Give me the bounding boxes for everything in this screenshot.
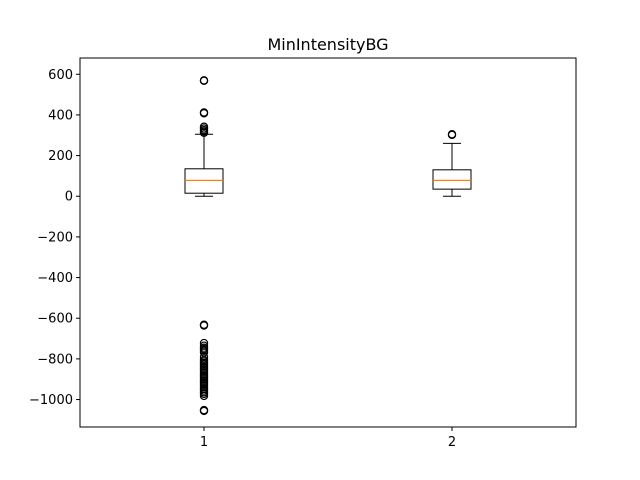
y-tick-label: −400 xyxy=(37,271,73,286)
y-tick-label: −800 xyxy=(37,352,73,367)
outlier-point xyxy=(199,321,209,330)
x-tick-label: 2 xyxy=(448,435,456,450)
y-tick-label: 400 xyxy=(48,108,73,123)
outlier-point xyxy=(199,128,209,138)
outlier-point xyxy=(199,391,209,401)
box xyxy=(432,169,472,190)
box xyxy=(184,168,224,194)
y-axis: 600 400 200 0 −200 −400 −600 −800 −1000 xyxy=(29,68,80,408)
x-tick-label: 1 xyxy=(200,435,208,450)
outlier-point xyxy=(199,406,209,416)
plot-area xyxy=(184,76,472,416)
outlier-point xyxy=(447,130,457,140)
y-tick-label: −1000 xyxy=(29,393,73,408)
y-tick-label: −200 xyxy=(37,230,73,245)
outlier-point xyxy=(199,109,209,118)
y-tick-label: −600 xyxy=(37,312,73,327)
y-tick-label: 0 xyxy=(65,190,73,205)
y-tick-label: 600 xyxy=(48,68,73,83)
outlier-point xyxy=(199,76,209,85)
box-group-2 xyxy=(432,130,472,197)
plot-frame xyxy=(79,57,577,428)
chart-title: MinIntensityBG xyxy=(267,35,388,54)
y-tick-label: 200 xyxy=(48,149,73,164)
box-group-1 xyxy=(184,76,224,416)
